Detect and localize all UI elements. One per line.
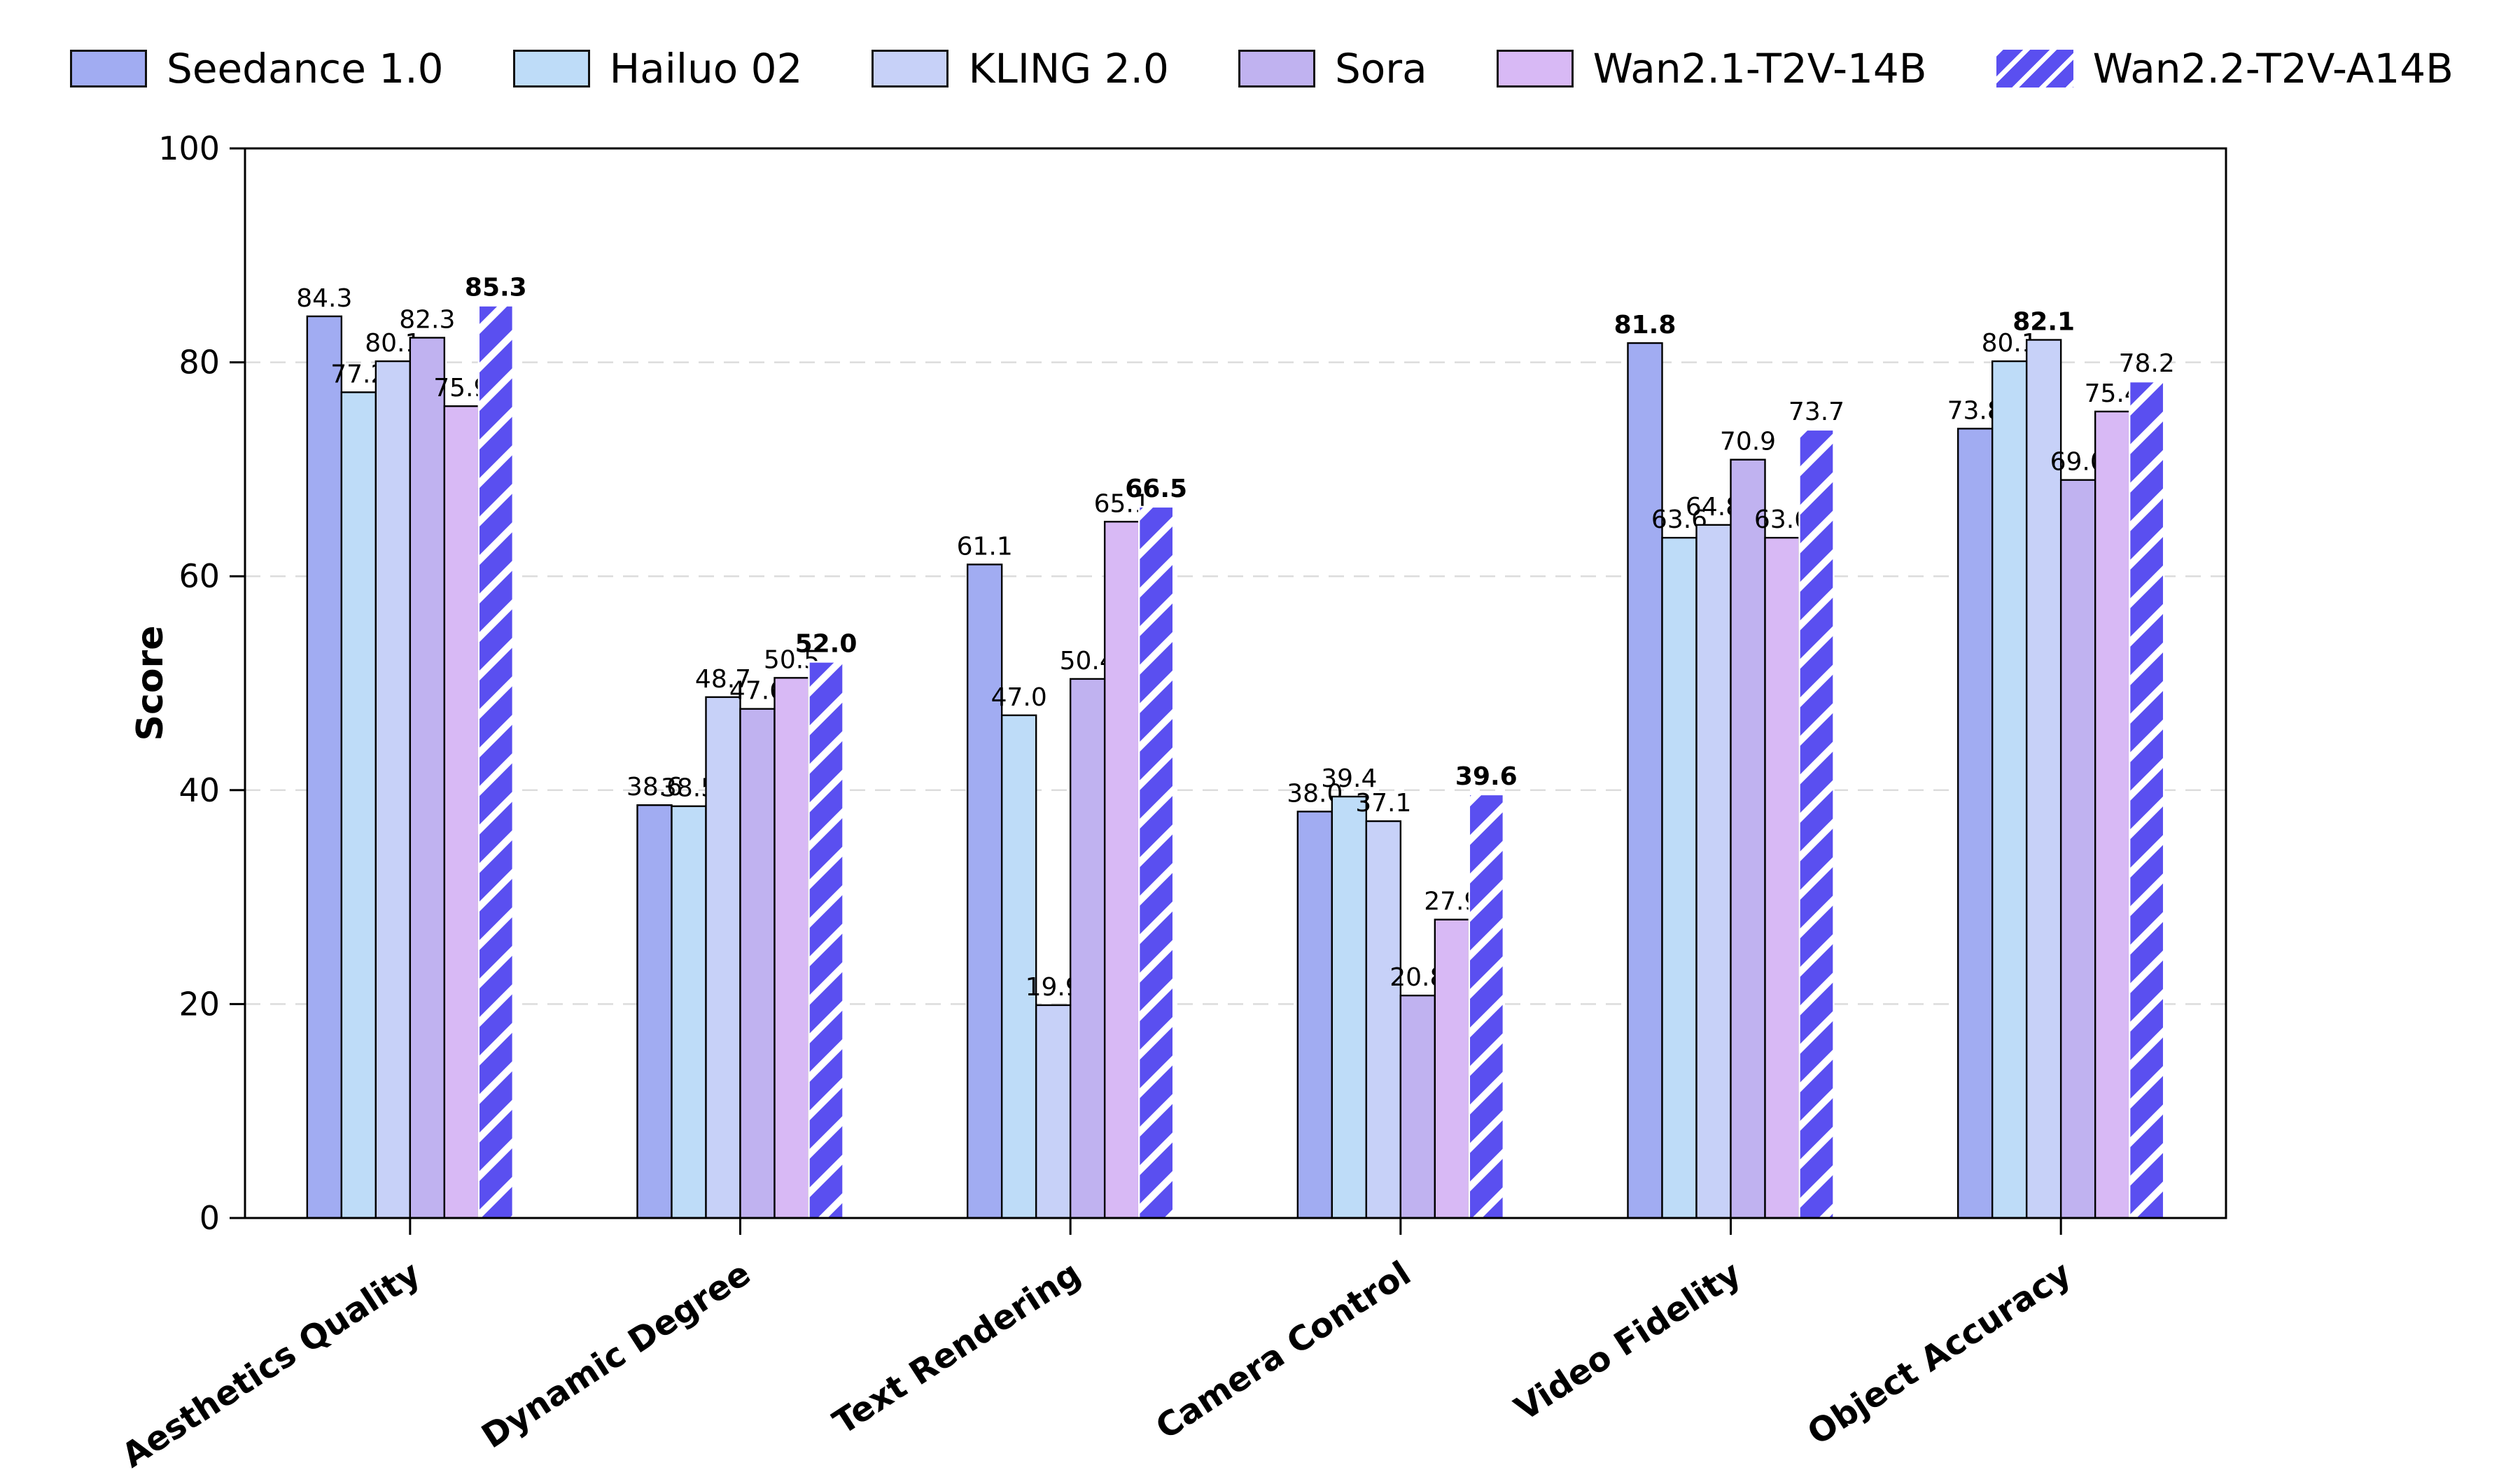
y-tick-label-60: 60 <box>178 557 220 595</box>
legend-swatch-hailuo-02 <box>512 50 590 88</box>
legend-item-sora: Sora <box>1238 45 1427 92</box>
bar-hailuo-02-dynamic-degree <box>671 805 707 1219</box>
y-tick-label-40: 40 <box>178 771 220 809</box>
bar-kling-2-0-dynamic-degree <box>705 696 741 1219</box>
y-tick-label-100: 100 <box>158 130 220 167</box>
legend-item-wan2-1-t2v-14b: Wan2.1-T2V-14B <box>1496 45 1927 92</box>
x-tick-label-camera-control: Camera Control <box>1149 1254 1418 1447</box>
legend-label-kling-2-0: KLING 2.0 <box>968 45 1169 92</box>
bar-value-label-wan2-2-t2v-a14b-object-accuracy: 78.2 <box>2119 349 2175 378</box>
bar-value-label-seedance-1-0-aesthetics-quality: 84.3 <box>296 284 352 313</box>
bar-value-label-wan2-2-t2v-a14b-camera-control: 39.6 <box>1455 762 1518 791</box>
legend-item-seedance-1-0: Seedance 1.0 <box>70 45 444 92</box>
bar-wan2-2-t2v-a14b-text-rendering <box>1138 505 1175 1219</box>
bar-kling-2-0-camera-control <box>1365 820 1402 1219</box>
bar-wan2-1-t2v-14b-object-accuracy <box>2094 410 2131 1219</box>
x-tick-label-video-fidelity: Video Fidelity <box>1508 1254 1748 1429</box>
legend-swatch-sora <box>1238 50 1315 88</box>
legend-item-kling-2-0: KLING 2.0 <box>872 45 1169 92</box>
legend-swatch-kling-2-0 <box>872 50 949 88</box>
bar-sora-text-rendering <box>1069 678 1106 1219</box>
bar-wan2-2-t2v-a14b-video-fidelity <box>1798 428 1835 1219</box>
bar-wan2-1-t2v-14b-video-fidelity <box>1764 536 1800 1219</box>
bar-kling-2-0-video-fidelity <box>1695 524 1732 1219</box>
bar-kling-2-0-aesthetics-quality <box>374 360 412 1219</box>
bar-sora-camera-control <box>1399 994 1436 1219</box>
x-tick-label-object-accuracy: Object Accuracy <box>1800 1254 2078 1453</box>
bar-value-label-seedance-1-0-video-fidelity: 81.8 <box>1614 311 1676 340</box>
bar-wan2-2-t2v-a14b-camera-control <box>1468 793 1505 1219</box>
x-tick-label-text-rendering: Text Rendering <box>826 1254 1087 1443</box>
bar-value-label-seedance-1-0-dynamic-degree: 38.6 <box>626 773 682 802</box>
bar-hailuo-02-aesthetics-quality <box>340 391 377 1219</box>
legend-label-sora: Sora <box>1334 45 1427 92</box>
bar-wan2-1-t2v-14b-aesthetics-quality <box>443 405 480 1219</box>
bar-value-label-wan2-2-t2v-a14b-text-rendering: 66.5 <box>1125 475 1187 503</box>
bar-seedance-1-0-camera-control <box>1296 811 1334 1219</box>
y-axis-label: Score <box>130 626 172 741</box>
bar-seedance-1-0-video-fidelity <box>1627 342 1663 1219</box>
bar-sora-video-fidelity <box>1730 458 1766 1219</box>
bar-value-label-kling-2-0-object-accuracy: 82.1 <box>2012 308 2075 337</box>
bar-value-label-wan2-2-t2v-a14b-dynamic-degree: 52.0 <box>795 629 858 658</box>
bar-kling-2-0-text-rendering <box>1035 1004 1072 1219</box>
bar-wan2-1-t2v-14b-camera-control <box>1434 918 1471 1219</box>
bar-value-label-kling-2-0-camera-control: 37.1 <box>1355 789 1411 818</box>
y-tick-label-20: 20 <box>178 985 220 1023</box>
x-tick-label-dynamic-degree: Dynamic Degree <box>475 1254 757 1456</box>
bar-wan2-2-t2v-a14b-aesthetics-quality <box>477 304 514 1219</box>
y-tick-label-80: 80 <box>178 344 220 382</box>
legend-item-wan2-2-t2v-a14b: Wan2.2-T2V-A14B <box>1996 45 2454 92</box>
x-tick-label-aesthetics-quality: Aesthetics Quality <box>115 1254 427 1470</box>
bar-kling-2-0-object-accuracy <box>2025 339 2062 1219</box>
legend-swatch-wan2-2-t2v-a14b <box>1996 50 2073 88</box>
bar-wan2-1-t2v-14b-dynamic-degree <box>774 677 810 1219</box>
bar-value-label-hailuo-02-camera-control: 39.4 <box>1321 764 1377 793</box>
bar-sora-dynamic-degree <box>739 708 776 1219</box>
y-tick-label-0: 0 <box>200 1199 220 1237</box>
bar-seedance-1-0-object-accuracy <box>1956 428 1994 1219</box>
legend-label-wan2-2-t2v-a14b: Wan2.2-T2V-A14B <box>2092 45 2454 92</box>
bar-value-label-sora-aesthetics-quality: 82.3 <box>399 305 455 334</box>
legend: Seedance 1.0 Hailuo 02 KLING 2.0 Sora Wan2.1… <box>70 25 2454 112</box>
bar-sora-object-accuracy <box>2059 479 2096 1219</box>
legend-label-hailuo-02: Hailuo 02 <box>609 45 803 92</box>
bar-wan2-2-t2v-a14b-object-accuracy <box>2128 380 2165 1219</box>
bar-wan2-1-t2v-14b-text-rendering <box>1103 521 1140 1219</box>
bar-value-label-wan2-2-t2v-a14b-aesthetics-quality: 85.3 <box>465 274 527 302</box>
bar-value-label-wan2-2-t2v-a14b-video-fidelity: 73.7 <box>1788 398 1844 426</box>
bar-hailuo-02-text-rendering <box>1000 714 1037 1219</box>
bar-sora-aesthetics-quality <box>409 337 446 1219</box>
legend-label-seedance-1-0: Seedance 1.0 <box>167 45 444 92</box>
legend-item-hailuo-02: Hailuo 02 <box>512 45 803 92</box>
bar-hailuo-02-object-accuracy <box>1991 360 2028 1219</box>
bar-value-label-kling-2-0-dynamic-degree: 48.7 <box>695 665 751 694</box>
bar-value-label-seedance-1-0-text-rendering: 61.1 <box>957 532 1013 561</box>
bar-seedance-1-0-aesthetics-quality <box>306 315 343 1219</box>
bar-seedance-1-0-text-rendering <box>966 564 1003 1219</box>
bar-seedance-1-0-dynamic-degree <box>636 804 673 1219</box>
legend-swatch-seedance-1-0 <box>70 50 147 88</box>
plot-border <box>244 147 2227 1219</box>
bar-wan2-2-t2v-a14b-dynamic-degree <box>808 661 844 1219</box>
bar-hailuo-02-video-fidelity <box>1661 536 1698 1219</box>
legend-swatch-wan2-1-t2v-14b <box>1496 50 1574 88</box>
bar-hailuo-02-camera-control <box>1331 795 1368 1219</box>
legend-label-wan2-1-t2v-14b: Wan2.1-T2V-14B <box>1592 45 1927 92</box>
bar-value-label-hailuo-02-text-rendering: 47.0 <box>991 683 1047 712</box>
bar-value-label-sora-video-fidelity: 70.9 <box>1720 428 1776 456</box>
